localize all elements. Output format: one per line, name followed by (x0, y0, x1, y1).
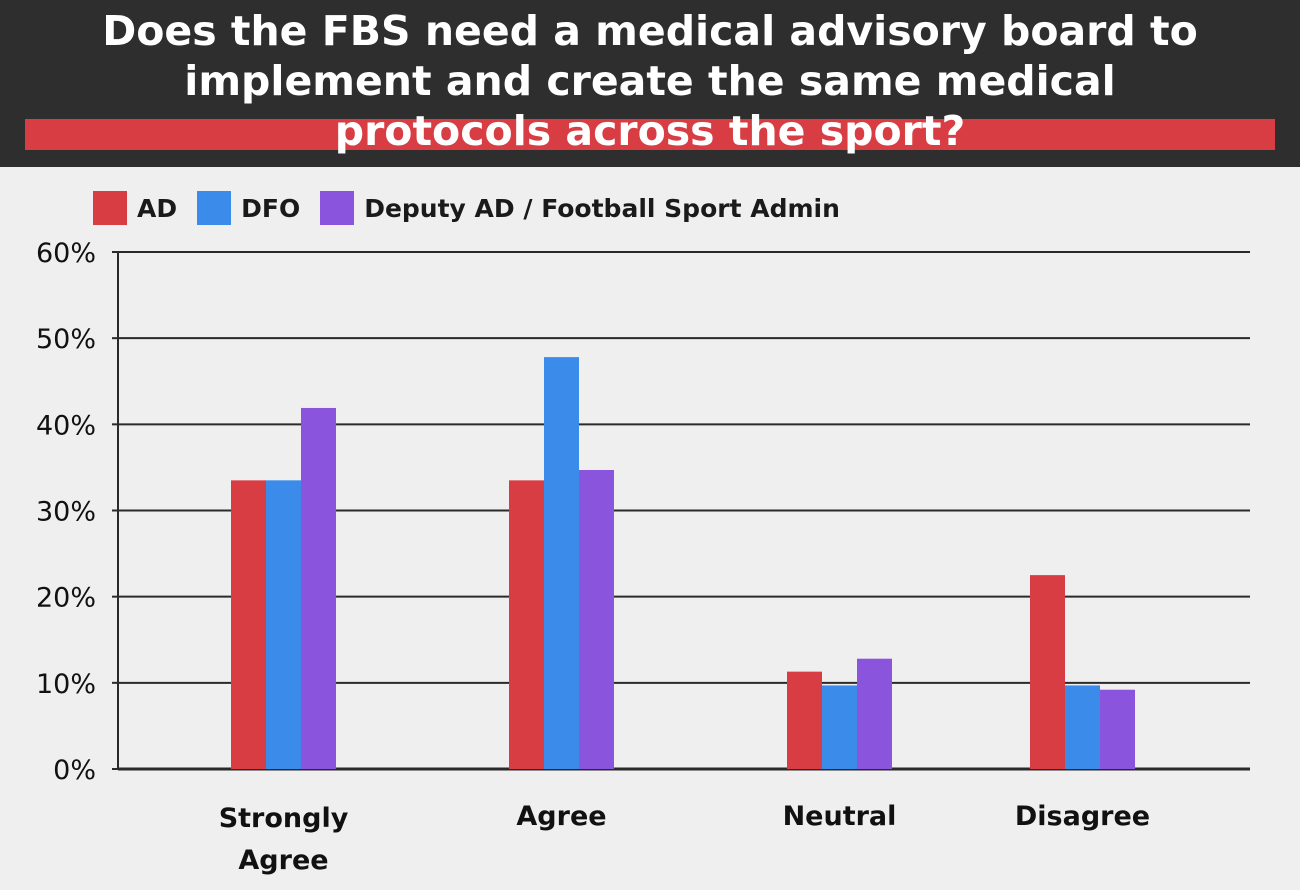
bar-ad-agree (509, 480, 544, 769)
y-tick-label: 50% (36, 324, 96, 355)
bar-ad-disagree (1030, 575, 1065, 769)
x-category-label: Disagree (1015, 801, 1150, 832)
bar-dfo-neutral (822, 685, 857, 769)
x-category-label: Agree (516, 801, 606, 832)
y-tick-label: 10% (36, 669, 96, 700)
legend-swatch-dfo (197, 191, 232, 225)
y-tick-label: 20% (36, 583, 96, 614)
x-category-label: Strongly (219, 803, 349, 834)
y-tick-label: 30% (36, 497, 96, 528)
legend-label-ad: AD (137, 193, 178, 223)
legend-swatch-deputy-ad (320, 191, 355, 225)
title-banner: Does the FBS need a medical advisory boa… (0, 0, 1300, 167)
bar-dfo-strongly-agree (266, 480, 301, 769)
title-accent-bar (25, 119, 1275, 150)
bar-deputy-ad-football-sport-admin-strongly-agree (301, 407, 336, 769)
chart-title-line-1: Does the FBS need a medical advisory boa… (102, 7, 1198, 55)
chart-title-line-3: protocols across the sport? (334, 107, 966, 155)
legend-item-deputy-ad: Deputy AD / Football Sport Admin (320, 191, 840, 225)
bar-dfo-disagree (1065, 685, 1100, 769)
x-category-label: Neutral (783, 801, 897, 832)
legend-label-dfo: DFO (241, 193, 301, 223)
bar-dfo-agree (544, 357, 579, 769)
legend-swatch-ad (93, 191, 127, 225)
chart-legend: AD DFO Deputy AD / Football Sport Admin (93, 190, 860, 226)
bar-ad-strongly-agree (231, 480, 266, 769)
chart-title-line-2: implement and create the same medical (184, 57, 1116, 105)
legend-label-deputy-ad: Deputy AD / Football Sport Admin (364, 193, 840, 223)
bar-ad-neutral (787, 671, 822, 769)
y-tick-label: 40% (36, 410, 96, 441)
bar-deputy-ad-football-sport-admin-agree (579, 470, 614, 769)
legend-item-ad: AD (93, 191, 177, 225)
bar-deputy-ad-football-sport-admin-disagree (1100, 689, 1135, 769)
bar-deputy-ad-football-sport-admin-neutral (857, 658, 892, 769)
x-category-label: Agree (238, 845, 328, 876)
y-tick-label: 0% (53, 755, 96, 786)
y-tick-label: 60% (36, 238, 96, 269)
legend-item-dfo: DFO (197, 191, 300, 225)
